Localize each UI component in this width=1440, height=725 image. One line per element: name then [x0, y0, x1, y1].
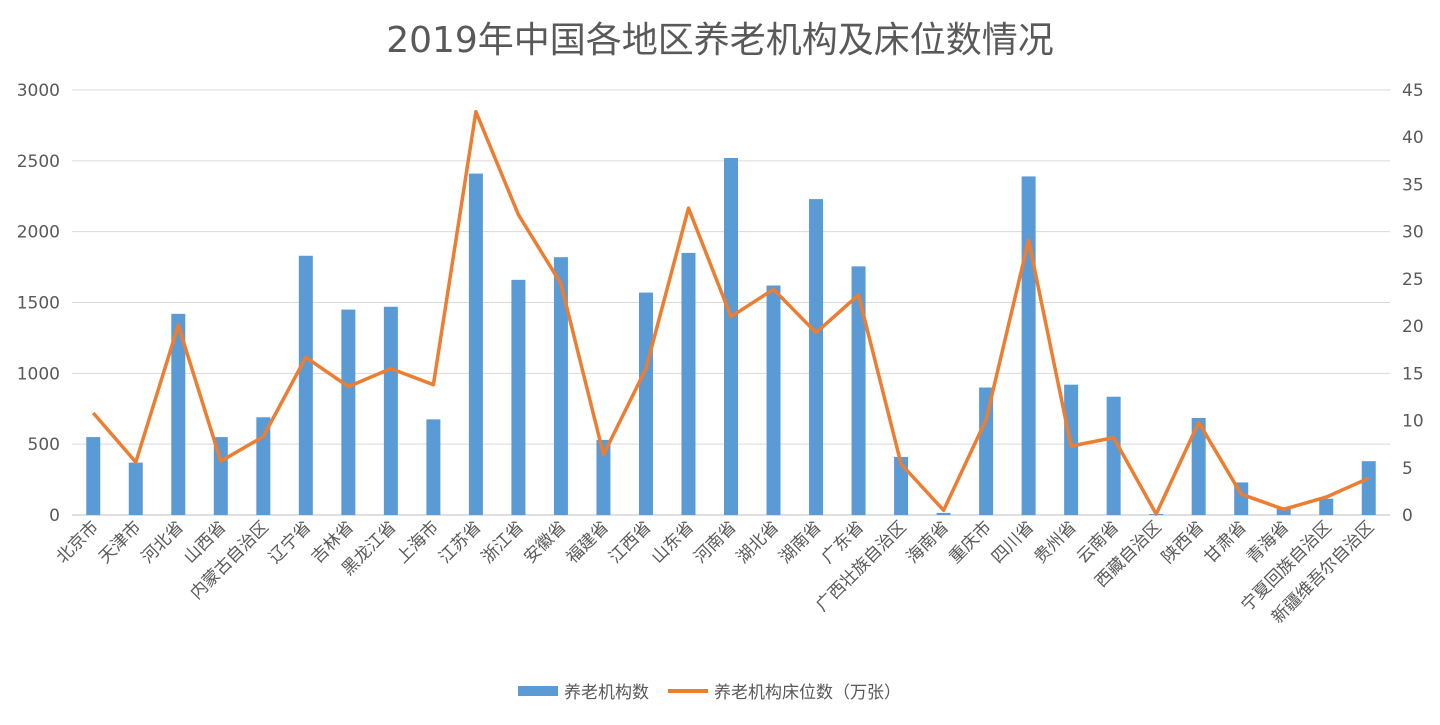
bar — [1361, 461, 1376, 515]
bar — [1064, 384, 1079, 515]
bar — [766, 285, 781, 515]
right-tick-label: 5 — [1402, 459, 1413, 479]
right-tick-label: 35 — [1402, 175, 1424, 195]
category-label: 福建省 — [563, 517, 613, 567]
right-tick-label: 40 — [1402, 128, 1424, 148]
bar — [256, 417, 271, 515]
axes: 0 500 1000 1500 2000 2500 3000 0 5 10 15 20 25 30 35 40… — [17, 81, 1424, 526]
category-label: 山东省 — [648, 517, 698, 567]
bar — [1276, 507, 1291, 515]
category-label: 江苏省 — [435, 517, 485, 567]
left-tick-label: 3000 — [17, 81, 60, 101]
bar — [213, 437, 228, 515]
bar — [171, 313, 186, 515]
bar — [638, 292, 653, 515]
bar — [341, 309, 356, 515]
bar — [596, 439, 611, 515]
bar — [851, 266, 866, 515]
category-label: 上海市 — [393, 517, 443, 567]
left-tick-label: 2500 — [17, 152, 60, 172]
right-tick-label: 0 — [1402, 506, 1413, 526]
line-series — [91, 109, 1370, 516]
category-label: 浙江省 — [478, 517, 528, 567]
left-tick-label: 2000 — [17, 223, 60, 243]
bar-series — [86, 158, 1376, 516]
chart-title: 2019年中国各地区养老机构及床位数情况 — [386, 20, 1054, 61]
left-tick-label: 1500 — [17, 294, 60, 314]
legend: 养老机构数 养老机构床位数（万张） — [518, 683, 901, 703]
left-tick-label: 1000 — [17, 364, 60, 384]
bar — [468, 173, 483, 516]
category-label: 陕西省 — [1158, 517, 1208, 567]
bar — [86, 437, 101, 515]
left-tick-label: 0 — [49, 506, 60, 526]
right-tick-label: 30 — [1402, 223, 1424, 243]
category-label: 江西省 — [605, 517, 655, 567]
category-label: 河南省 — [690, 517, 740, 567]
left-tick-label: 500 — [28, 435, 60, 455]
category-label: 四川省 — [988, 517, 1038, 567]
category-label: 湖南省 — [775, 517, 825, 567]
category-label: 安徽省 — [520, 517, 570, 567]
bar — [894, 456, 909, 515]
right-tick-label: 10 — [1402, 412, 1424, 432]
bar — [1106, 396, 1121, 515]
bar — [298, 255, 313, 515]
legend-bar-swatch — [518, 686, 558, 696]
category-label: 北京市 — [53, 517, 103, 567]
bar — [553, 257, 568, 515]
bar — [809, 199, 824, 516]
right-tick-label: 25 — [1402, 270, 1424, 290]
category-label: 贵州省 — [1030, 517, 1080, 567]
legend-bar-label: 养老机构数 — [564, 683, 649, 703]
category-label: 甘肃省 — [1201, 517, 1251, 567]
category-label: 湖北省 — [733, 517, 783, 567]
bar — [1191, 417, 1206, 515]
category-labels: 北京市天津市河北省山西省内蒙古自治区辽宁省吉林省黑龙江省上海市江苏省浙江省安徽省… — [53, 517, 1379, 627]
category-label: 河北省 — [138, 517, 188, 567]
category-label: 重庆市 — [945, 517, 995, 567]
bar — [1319, 498, 1334, 515]
bar — [383, 306, 398, 515]
category-label: 海南省 — [903, 517, 953, 567]
bar — [128, 462, 143, 515]
bar — [681, 252, 696, 515]
category-label: 辽宁省 — [265, 517, 315, 567]
bar — [979, 387, 994, 515]
right-tick-label: 20 — [1402, 317, 1424, 337]
bar — [1021, 176, 1036, 515]
bar — [511, 279, 526, 515]
right-tick-label: 15 — [1402, 364, 1424, 384]
legend-line-label: 养老机构床位数（万张） — [714, 683, 901, 703]
bar — [724, 158, 738, 515]
category-label: 天津市 — [95, 517, 145, 567]
right-tick-label: 45 — [1402, 81, 1424, 101]
bar — [426, 419, 441, 515]
bar — [936, 512, 951, 515]
